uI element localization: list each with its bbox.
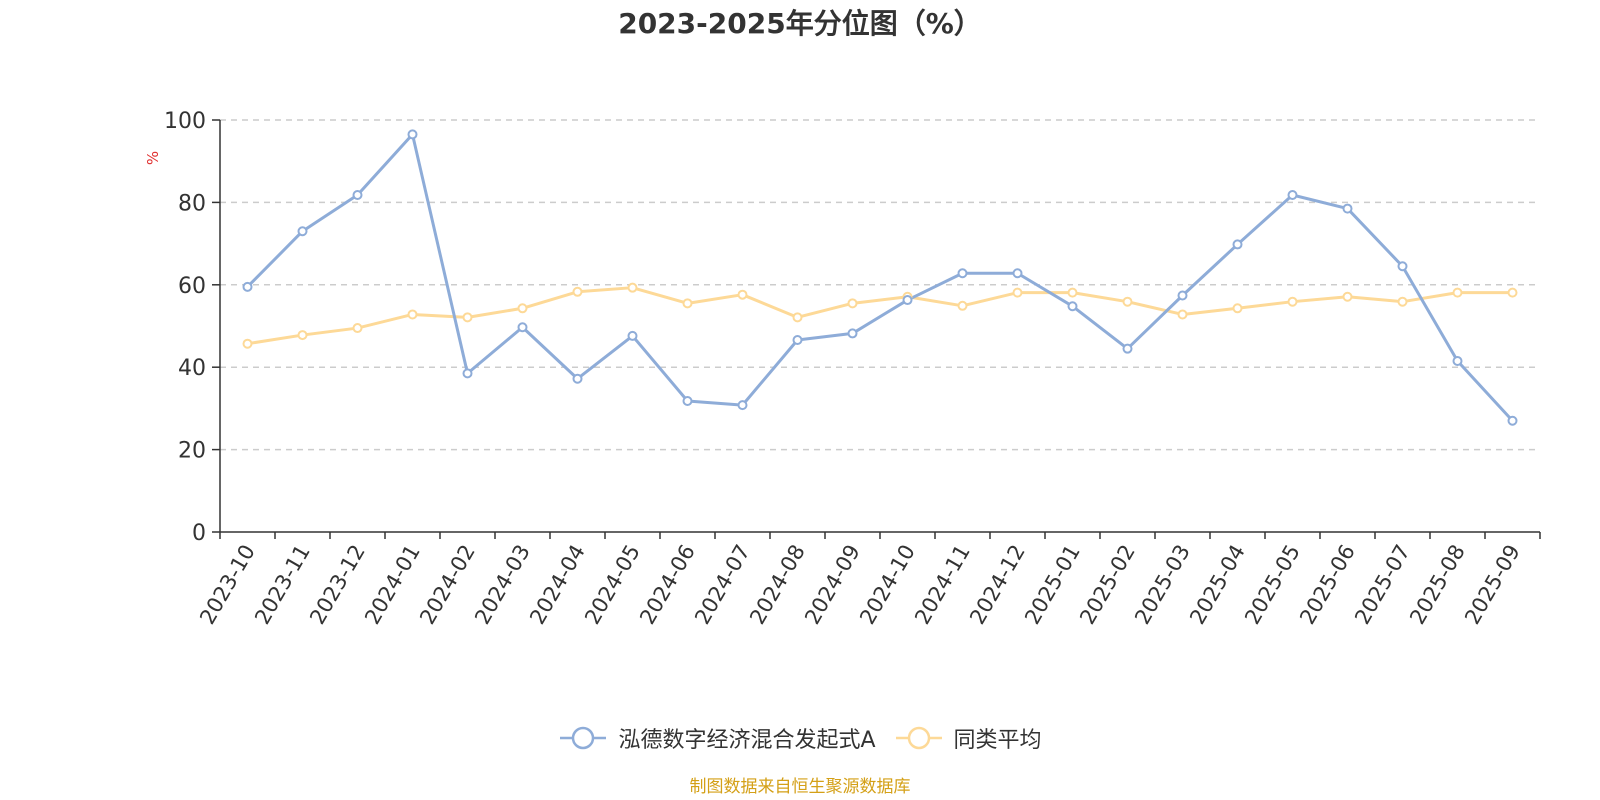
data-point: [1452, 356, 1463, 367]
data-point: [902, 295, 913, 306]
data-point: [1232, 303, 1243, 314]
y-tick-label: 40: [178, 356, 206, 381]
legend: 泓德数字经济混合发起式A 同类平均: [0, 722, 1600, 754]
data-point: [242, 281, 253, 292]
data-point: [847, 298, 858, 309]
data-point: [297, 330, 308, 341]
legend-item[interactable]: 泓德数字经济混合发起式A: [558, 722, 876, 754]
data-point: [957, 300, 968, 311]
x-tick-label: 2025-09: [1460, 541, 1525, 629]
data-point: [517, 322, 528, 333]
data-point: [1177, 309, 1188, 320]
data-point: [1287, 296, 1298, 307]
y-tick-label: 100: [164, 109, 206, 134]
data-point: [792, 312, 803, 323]
data-point: [1452, 287, 1463, 298]
data-point: [682, 395, 693, 406]
legend-item[interactable]: 同类平均: [894, 722, 1042, 754]
data-point: [572, 286, 583, 297]
data-point: [572, 373, 583, 384]
y-tick-label: 20: [178, 439, 206, 464]
data-point: [1012, 287, 1023, 298]
axes: 0204060801002023-102023-112023-122024-01…: [164, 109, 1541, 629]
data-point: [957, 268, 968, 279]
legend-marker: [560, 726, 607, 750]
data-point: [1232, 239, 1243, 250]
data-point: [1067, 301, 1078, 312]
data-point: [352, 189, 363, 200]
data-point: [1507, 287, 1518, 298]
y-tick-label: 0: [192, 521, 206, 546]
data-point: [1012, 268, 1023, 279]
data-point: [242, 338, 253, 349]
data-point: [1342, 203, 1353, 214]
data-point: [737, 400, 748, 411]
data-point: [297, 226, 308, 237]
data-point: [407, 309, 418, 320]
data-point: [1177, 290, 1188, 301]
data-point: [1067, 287, 1078, 298]
data-point: [627, 282, 638, 293]
data-point: [1397, 261, 1408, 272]
data-point: [462, 312, 473, 323]
y-tick-label: 80: [178, 191, 206, 216]
line-chart: 0204060801002023-102023-112023-122024-01…: [144, 109, 1541, 629]
legend-label: 泓德数字经济混合发起式A: [618, 728, 876, 753]
data-point: [1507, 415, 1518, 426]
legend-marker: [895, 726, 942, 750]
source-note: 制图数据来自恒生聚源数据库: [689, 777, 911, 797]
data-point: [627, 330, 638, 341]
legend-label: 同类平均: [953, 728, 1042, 753]
series-line-1: [247, 286, 1513, 346]
gridlines: [220, 119, 1540, 451]
data-point: [462, 368, 473, 379]
data-point: [792, 335, 803, 346]
data-point: [1122, 296, 1133, 307]
data-point: [352, 323, 363, 334]
data-point: [737, 289, 748, 300]
data-point: [1287, 189, 1298, 200]
series-line-0: [246, 132, 1514, 422]
series-points: [242, 129, 1518, 426]
data-point: [1397, 296, 1408, 307]
y-tick-label: 60: [178, 274, 206, 299]
data-point: [1342, 291, 1353, 302]
chart-title: 2023-2025年分位图（%）: [618, 7, 982, 40]
series-lines: [246, 132, 1514, 422]
y-axis-label: %: [144, 151, 162, 165]
data-point: [682, 298, 693, 309]
data-point: [1122, 343, 1133, 354]
data-point: [407, 129, 418, 140]
data-point: [517, 303, 528, 314]
data-point: [847, 328, 858, 339]
